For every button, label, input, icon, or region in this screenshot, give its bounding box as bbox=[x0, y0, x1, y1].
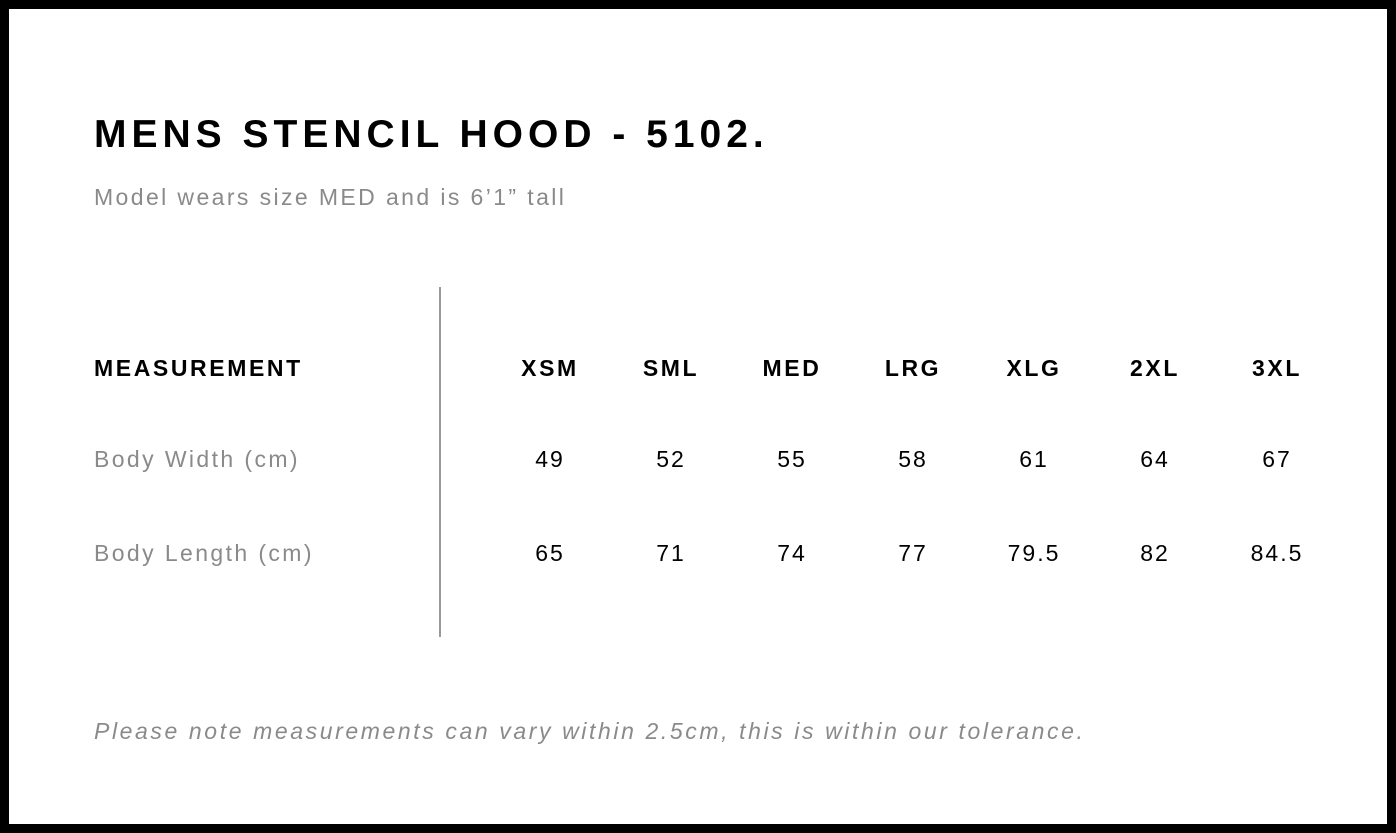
table-cell: 84.5 bbox=[1250, 540, 1304, 566]
table-cell: 58 bbox=[898, 446, 928, 472]
size-header-2xl: 2XL bbox=[1130, 355, 1180, 381]
table-cell: 55 bbox=[777, 446, 807, 472]
table-cell: 52 bbox=[656, 446, 686, 472]
measurement-header: MEASUREMENT bbox=[94, 355, 303, 381]
table-cell: 71 bbox=[656, 540, 686, 566]
page-title: MENS STENCIL HOOD - 5102. bbox=[94, 113, 769, 156]
row-label: Body Width (cm) bbox=[94, 446, 300, 472]
subtitle: Model wears size MED and is 6’1” tall bbox=[94, 184, 567, 210]
table-cell: 49 bbox=[535, 446, 565, 472]
table-cell: 65 bbox=[535, 540, 565, 566]
table-cell: 64 bbox=[1140, 446, 1170, 472]
table-cell: 61 bbox=[1019, 446, 1049, 472]
table-cell: 79.5 bbox=[1007, 540, 1061, 566]
size-header-xsm: XSM bbox=[521, 355, 579, 381]
size-header-xlg: XLG bbox=[1006, 355, 1062, 381]
size-header-lrg: LRG bbox=[884, 355, 942, 381]
size-chart-card: MENS STENCIL HOOD - 5102. Model wears si… bbox=[9, 9, 1387, 824]
column-divider bbox=[439, 287, 441, 637]
row-label: Body Length (cm) bbox=[94, 540, 314, 566]
size-header-med: MED bbox=[762, 355, 822, 381]
size-header-sml: SML bbox=[642, 355, 700, 381]
table-cell: 74 bbox=[777, 540, 807, 566]
table-cell: 67 bbox=[1262, 446, 1292, 472]
size-header-3xl: 3XL bbox=[1252, 355, 1302, 381]
table-cell: 77 bbox=[898, 540, 928, 566]
tolerance-note: Please note measurements can vary within… bbox=[94, 718, 1086, 744]
table-cell: 82 bbox=[1140, 540, 1170, 566]
